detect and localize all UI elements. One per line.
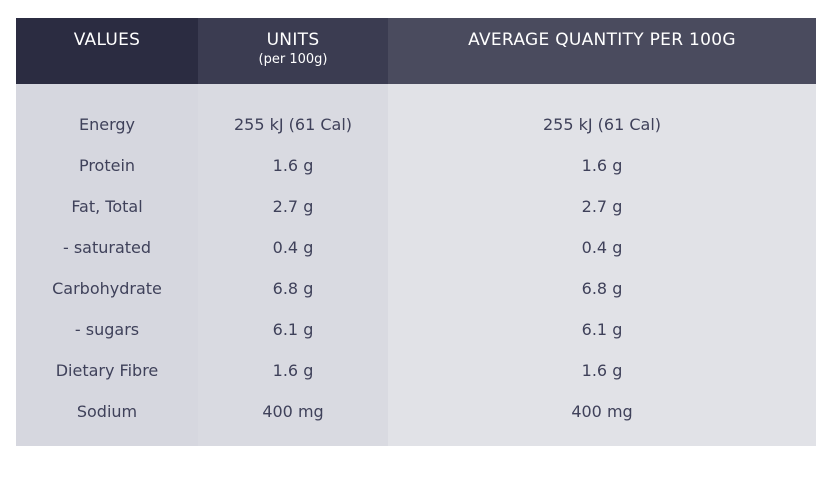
nutrient-name: Carbohydrate: [52, 279, 162, 298]
nutrient-average-value: 6.8 g: [581, 279, 623, 298]
header-average: AVERAGE QUANTITY PER 100G: [388, 18, 816, 84]
body-column-values: [16, 84, 198, 446]
nutrient-name: - saturated: [62, 238, 152, 257]
nutrient-name: - sugars: [74, 320, 140, 339]
table-header: VALUES UNITS (per 100g) AVERAGE QUANTITY…: [16, 18, 816, 84]
nutrient-name: Sodium: [76, 402, 138, 421]
nutrient-average-value: 0.4 g: [581, 238, 623, 257]
nutrient-unit-value: 1.6 g: [272, 361, 314, 380]
nutrient-name: Fat, Total: [71, 197, 143, 216]
nutrient-average-value: 255 kJ (61 Cal): [542, 115, 662, 134]
table-rows: Energy 255 kJ (61 Cal) 255 kJ (61 Cal) Prot…: [16, 104, 816, 432]
header-values-label: VALUES: [73, 30, 141, 50]
nutrient-unit-value: 400 mg: [262, 402, 324, 421]
nutrient-unit-value: 6.8 g: [272, 279, 314, 298]
nutrient-unit-value: 2.7 g: [272, 197, 314, 216]
body-column-average: [388, 84, 816, 446]
nutrient-name: Dietary Fibre: [55, 361, 159, 380]
header-values: VALUES: [16, 18, 198, 84]
header-units-sublabel: (per 100g): [258, 52, 328, 67]
nutrient-average-value: 2.7 g: [581, 197, 623, 216]
table-row: Energy 255 kJ (61 Cal) 255 kJ (61 Cal): [16, 104, 816, 145]
table-row: Fat, Total 2.7 g 2.7 g: [16, 186, 816, 227]
table-row: - saturated 0.4 g 0.4 g: [16, 227, 816, 268]
nutrient-average-value: 1.6 g: [581, 361, 623, 380]
body-column-units: [198, 84, 388, 446]
header-units-label: UNITS: [266, 30, 320, 50]
nutrient-average-value: 6.1 g: [581, 320, 623, 339]
table-row: Protein 1.6 g 1.6 g: [16, 145, 816, 186]
nutrient-name: Protein: [78, 156, 136, 175]
nutrient-unit-value: 255 kJ (61 Cal): [233, 115, 353, 134]
table-row: Sodium 400 mg 400 mg: [16, 391, 816, 432]
header-units: UNITS (per 100g): [198, 18, 388, 84]
nutrition-table: VALUES UNITS (per 100g) AVERAGE QUANTITY…: [16, 18, 816, 446]
nutrient-average-value: 400 mg: [571, 402, 633, 421]
table-row: Carbohydrate 6.8 g 6.8 g: [16, 268, 816, 309]
nutrient-unit-value: 1.6 g: [272, 156, 314, 175]
nutrient-name: Energy: [78, 115, 135, 134]
nutrient-unit-value: 6.1 g: [272, 320, 314, 339]
nutrient-unit-value: 0.4 g: [272, 238, 314, 257]
nutrient-average-value: 1.6 g: [581, 156, 623, 175]
table-row: Dietary Fibre 1.6 g 1.6 g: [16, 350, 816, 391]
table-body: [16, 84, 816, 446]
header-average-label: AVERAGE QUANTITY PER 100G: [468, 30, 736, 50]
table-row: - sugars 6.1 g 6.1 g: [16, 309, 816, 350]
